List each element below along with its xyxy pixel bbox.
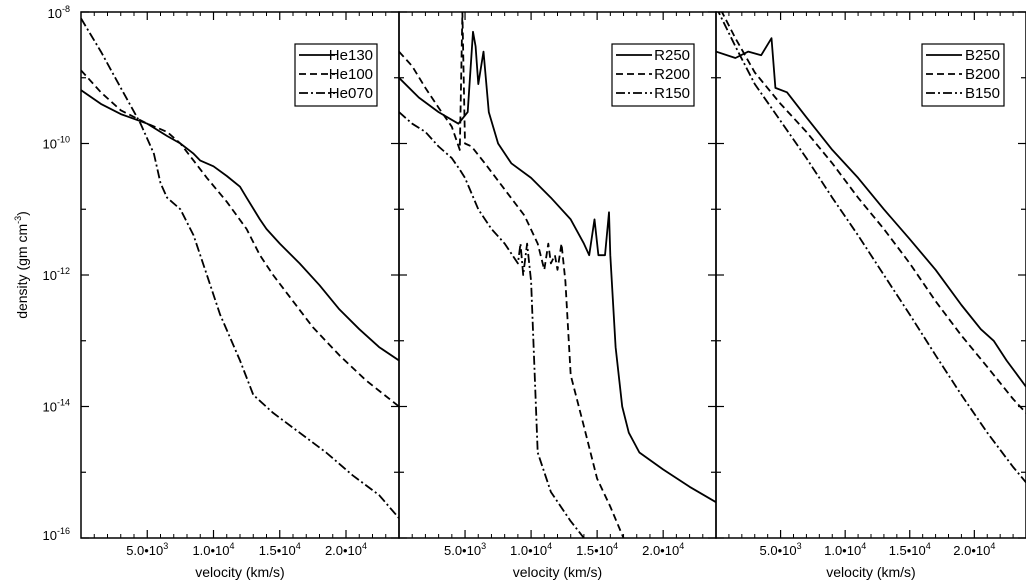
x-tick-label: 2.0•104 xyxy=(953,541,995,558)
y-tick-label: 10-10 xyxy=(43,135,70,152)
legend-label-he070: He070 xyxy=(329,85,373,102)
x-tick-label: 2.0•104 xyxy=(325,541,367,558)
series-layer xyxy=(81,12,1026,538)
x-tick-label: 5.0•103 xyxy=(126,541,168,558)
x-tick-label: 2.0•104 xyxy=(642,541,684,558)
legend-label-r150: R150 xyxy=(654,85,690,102)
tick-marks xyxy=(81,11,1026,539)
x-axis-title-panel-2: velocity (km/s) xyxy=(513,564,602,580)
series-line-b150 xyxy=(717,12,1026,483)
y-tick-label: 10-14 xyxy=(43,398,70,415)
legends: He130 He100 He070 R250 R200 R150 B250 B200 B150 xyxy=(294,43,1005,107)
legend-label-he130: He130 xyxy=(329,47,373,64)
series-line-he070 xyxy=(81,17,399,519)
y-tick-label: 10-8 xyxy=(48,4,70,21)
series-line-he100 xyxy=(81,69,399,408)
legend-label-r200: R200 xyxy=(654,66,690,83)
series-line-b200 xyxy=(720,12,1026,414)
x-tick-label: 5.0•103 xyxy=(444,541,486,558)
legend-box xyxy=(294,43,378,107)
series-line-b250 xyxy=(716,37,1026,388)
legend-label-b250: B250 xyxy=(965,47,1000,64)
series-line-r200 xyxy=(399,12,625,538)
tick-labels: 5.0•103 1.0•104 1.5•104 2.0•104 velocity (km… xyxy=(43,4,996,580)
x-tick-label: 1.5•104 xyxy=(576,541,618,558)
x-tick-label: 1.5•104 xyxy=(259,541,301,558)
x-tick-label: 1.0•104 xyxy=(824,541,866,558)
y-axis-title-exponent: -3 xyxy=(13,216,23,224)
y-axis-title-main: density (gm cm xyxy=(14,224,30,319)
x-axis-title-panel-3: velocity (km/s) xyxy=(826,564,915,580)
legend-panel-2: R250 R200 R150 xyxy=(611,43,695,107)
x-tick-label: 1.5•104 xyxy=(889,541,931,558)
legend-panel-3: B250 B200 B150 xyxy=(921,43,1005,107)
legend-label-b150: B150 xyxy=(965,85,1000,102)
legend-label-he100: He100 xyxy=(329,66,373,83)
legend-panel-1: He130 He100 He070 xyxy=(294,43,378,107)
x-axis-title-panel-1: velocity (km/s) xyxy=(195,564,284,580)
x-tick-label: 1.0•104 xyxy=(510,541,552,558)
y-axis-title: density (gm cm-3) xyxy=(13,211,30,319)
legend-label-b200: B200 xyxy=(965,66,1000,83)
x-tick-label: 1.0•104 xyxy=(192,541,234,558)
series-line-r250 xyxy=(399,30,716,503)
legend-label-r250: R250 xyxy=(654,47,690,64)
y-tick-label: 10-12 xyxy=(43,266,70,283)
series-line-he130 xyxy=(81,89,399,362)
y-tick-label: 10-16 xyxy=(43,526,70,543)
series-line-r150 xyxy=(399,111,585,538)
x-tick-label: 5.0•103 xyxy=(760,541,802,558)
y-axis-title-close: ) xyxy=(14,211,30,216)
panel-frames xyxy=(80,11,1026,539)
